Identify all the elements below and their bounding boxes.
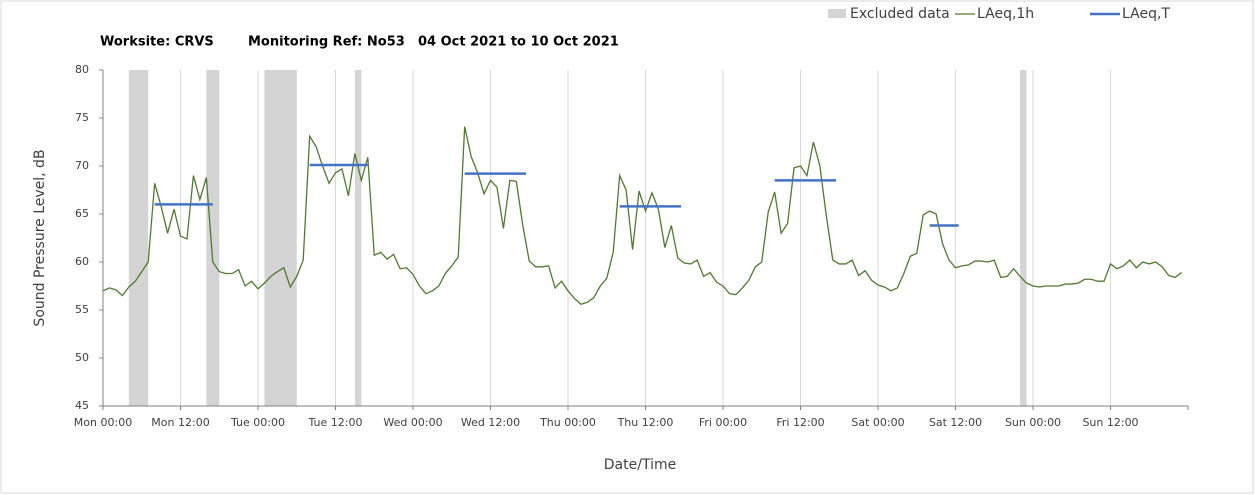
series-line [102,126,1182,305]
x-tick-label: Thu 12:00 [617,416,674,429]
x-tick-label: Sun 12:00 [1082,416,1138,429]
x-tick-label: Sun 00:00 [1005,416,1061,429]
title-ref: Monitoring Ref: No53 [248,35,405,50]
x-tick-label: Tue 00:00 [230,416,285,429]
excluded-band [1020,70,1027,406]
x-tick-label: Tue 12:00 [308,416,363,429]
x-tick-label: Fri 12:00 [776,416,824,429]
x-axis-title: Date/Time [604,457,676,473]
y-tick-label: 55 [75,303,89,316]
legend-label: Excluded data [850,6,950,22]
x-tick-label: Thu 00:00 [539,416,596,429]
x-tick-label: Fri 00:00 [699,416,747,429]
y-tick-label: 45 [75,399,89,412]
legend-swatch [828,9,846,18]
legend-label: LAeq,1h [977,6,1034,22]
y-tick-label: 65 [75,207,89,220]
excluded-band [128,70,149,406]
excluded-band [354,70,362,406]
y-tick-label: 75 [75,111,89,124]
title-worksite: Worksite: CRVS [100,35,214,50]
y-tick-label: 60 [75,255,89,268]
x-tick-label: Mon 00:00 [74,416,132,429]
x-tick-label: Mon 12:00 [151,416,209,429]
x-tick-label: Wed 12:00 [461,416,520,429]
y-tick-label: 80 [75,63,89,76]
y-tick-label: 50 [75,351,89,364]
y-axis-title: Sound Pressure Level, dB [32,149,48,326]
x-tick-label: Sat 00:00 [851,416,904,429]
excluded-band [264,70,297,406]
y-tick-label: 70 [75,159,89,172]
x-tick-label: Wed 00:00 [383,416,442,429]
title-dates: 04 Oct 2021 to 10 Oct 2021 [418,35,619,50]
legend-label: LAeq,T [1122,6,1170,22]
x-tick-label: Sat 12:00 [929,416,982,429]
excluded-band [206,70,220,406]
